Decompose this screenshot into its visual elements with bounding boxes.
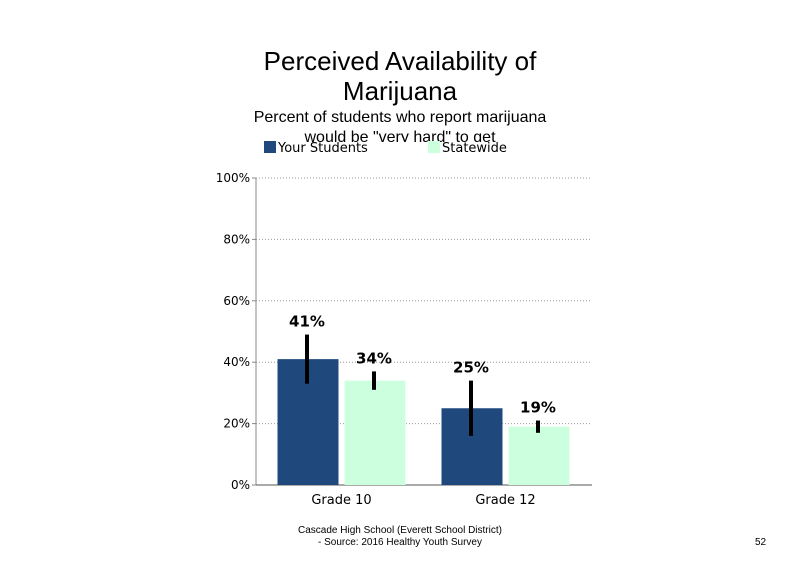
- chart-title: Perceived Availability of Marijuana: [0, 46, 800, 106]
- data-label: 41%: [289, 313, 325, 331]
- y-tick-label: 60%: [223, 294, 250, 308]
- legend-item-statewide: Statewide: [428, 141, 507, 157]
- legend-label-statewide: Statewide: [442, 141, 507, 156]
- y-tick-label: 0%: [231, 478, 250, 492]
- chart-subtitle-line-2: would be "very hard" to get: [304, 129, 496, 142]
- chart-title-line-1: Perceived Availability of: [263, 46, 537, 76]
- y-tick-label: 40%: [223, 355, 250, 369]
- chart-subtitle-line-1: Percent of students who report marijuana: [253, 109, 547, 126]
- y-tick-label: 100%: [216, 171, 250, 185]
- data-label: 25%: [453, 359, 489, 377]
- x-category-label: Grade 10: [311, 493, 371, 508]
- chart-title-line-2: Marijuana: [342, 76, 458, 106]
- page-number: 52: [755, 537, 767, 548]
- data-label: 34%: [356, 349, 392, 367]
- data-label: 19%: [520, 399, 556, 417]
- y-tick-label: 80%: [223, 232, 250, 246]
- bar: [508, 426, 570, 485]
- footer-line-2: - Source: 2016 Healthy Youth Survey: [318, 537, 482, 548]
- bar: [344, 380, 406, 485]
- legend-item-your-students: Your Students: [264, 141, 368, 157]
- x-category-label: Grade 12: [475, 493, 535, 508]
- footer: Cascade High School (Everett School Dist…: [200, 525, 600, 549]
- legend-label-your-students: Your Students: [278, 141, 368, 156]
- chart-subtitle: Percent of students who report marijuana…: [0, 108, 800, 142]
- legend-swatch-your-students: [264, 141, 276, 153]
- y-tick-label: 20%: [223, 417, 250, 431]
- footer-line-1: Cascade High School (Everett School Dist…: [298, 525, 502, 536]
- legend-swatch-statewide: [428, 141, 440, 153]
